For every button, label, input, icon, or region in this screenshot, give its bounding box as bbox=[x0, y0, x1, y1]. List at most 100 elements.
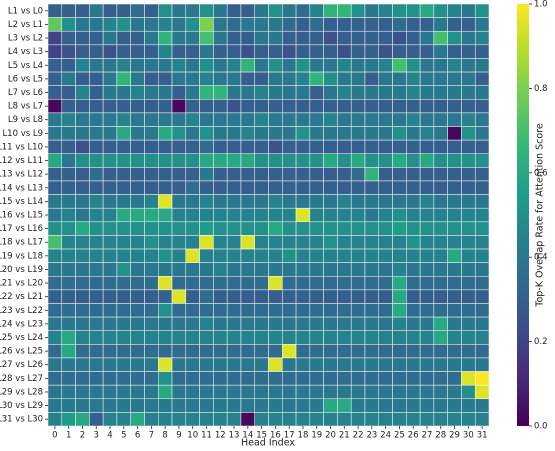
heatmap-cell bbox=[185, 207, 200, 223]
heatmap-cell bbox=[323, 30, 338, 46]
heatmap-cell bbox=[282, 99, 297, 114]
heatmap-cell bbox=[116, 44, 131, 59]
heatmap-cell bbox=[282, 371, 297, 386]
heatmap-cell bbox=[419, 85, 435, 100]
heatmap-cell bbox=[185, 316, 200, 331]
heatmap-cell bbox=[199, 44, 214, 59]
x-tick-label: 22 bbox=[353, 431, 364, 441]
x-tick-label: 20 bbox=[325, 431, 336, 441]
heatmap-cell bbox=[185, 248, 200, 263]
heatmap-cell bbox=[226, 44, 242, 59]
heatmap-cell bbox=[158, 17, 173, 32]
heatmap-cell bbox=[309, 276, 324, 291]
colorbar bbox=[517, 4, 529, 426]
heatmap-cell bbox=[268, 412, 283, 427]
heatmap-cell bbox=[447, 344, 462, 359]
heatmap-cell bbox=[171, 58, 187, 73]
heatmap-cell bbox=[144, 384, 159, 400]
heatmap-cell bbox=[419, 412, 435, 427]
y-tick-label: L4 vs L3 bbox=[8, 47, 43, 57]
heatmap-cell bbox=[309, 357, 324, 372]
heatmap-cell bbox=[185, 44, 200, 59]
heatmap-cell bbox=[433, 167, 448, 182]
heatmap-cell bbox=[130, 276, 145, 291]
y-tick-label: L16 vs L15 bbox=[0, 211, 43, 221]
heatmap-cell bbox=[130, 384, 145, 400]
heatmap-cell bbox=[199, 194, 214, 209]
heatmap-cell bbox=[447, 139, 462, 154]
heatmap-cell bbox=[337, 153, 352, 168]
heatmap-cell bbox=[350, 289, 366, 304]
heatmap-cell bbox=[171, 85, 187, 100]
heatmap-cell bbox=[295, 235, 311, 250]
heatmap-cell bbox=[350, 99, 366, 114]
heatmap-cell bbox=[406, 235, 421, 250]
heatmap-cell bbox=[47, 262, 63, 277]
heatmap-cell bbox=[89, 44, 104, 59]
heatmap-cell bbox=[130, 357, 145, 372]
heatmap-cell bbox=[474, 330, 490, 345]
heatmap-cell bbox=[309, 126, 324, 141]
heatmap-cell bbox=[433, 276, 448, 291]
heatmap-cell bbox=[254, 330, 269, 345]
heatmap-cell bbox=[282, 344, 297, 359]
heatmap-cell bbox=[171, 262, 187, 277]
heatmap-cell bbox=[337, 384, 352, 400]
colorbar-tick-label: 1.0 bbox=[534, 0, 548, 10]
heatmap-cell bbox=[364, 180, 379, 195]
heatmap-cell bbox=[364, 289, 379, 304]
heatmap-cell bbox=[61, 58, 76, 73]
heatmap-cell bbox=[47, 112, 63, 127]
heatmap-cell bbox=[295, 58, 311, 73]
heatmap-cell bbox=[61, 357, 76, 372]
heatmap-cell bbox=[213, 357, 228, 372]
heatmap-cell bbox=[282, 167, 297, 182]
heatmap-cell bbox=[102, 17, 118, 32]
heatmap-cell bbox=[171, 99, 187, 114]
heatmap-cell bbox=[254, 167, 269, 182]
heatmap-cell bbox=[419, 330, 435, 345]
heatmap-cell bbox=[213, 384, 228, 400]
heatmap-cell bbox=[461, 139, 476, 154]
heatmap-cell bbox=[254, 44, 269, 59]
heatmap-cell bbox=[130, 330, 145, 345]
heatmap-cell bbox=[61, 180, 76, 195]
heatmap-cell bbox=[282, 58, 297, 73]
heatmap-cell bbox=[282, 3, 297, 18]
heatmap-cell bbox=[116, 99, 131, 114]
heatmap-cell bbox=[226, 30, 242, 46]
heatmap-cell bbox=[474, 357, 490, 372]
heatmap-cell bbox=[323, 262, 338, 277]
heatmap-cell bbox=[158, 398, 173, 413]
heatmap-cell bbox=[364, 99, 379, 114]
y-tick-label: L8 vs L7 bbox=[8, 102, 43, 112]
heatmap-cell bbox=[461, 316, 476, 331]
heatmap-cell bbox=[309, 412, 324, 427]
heatmap-cell bbox=[392, 412, 407, 427]
y-tick-label: L7 vs L6 bbox=[8, 88, 43, 98]
heatmap-cell bbox=[226, 398, 242, 413]
heatmap-cell bbox=[282, 276, 297, 291]
heatmap-cell bbox=[89, 344, 104, 359]
heatmap-cell bbox=[392, 289, 407, 304]
y-tick-label: L5 vs L4 bbox=[8, 61, 43, 71]
heatmap-cell bbox=[61, 112, 76, 127]
heatmap-cell bbox=[75, 30, 90, 46]
heatmap-cell bbox=[144, 3, 159, 18]
x-tick-label: 7 bbox=[149, 431, 154, 441]
heatmap-cell bbox=[364, 303, 379, 318]
heatmap-cell bbox=[337, 357, 352, 372]
heatmap-cell bbox=[378, 58, 393, 73]
heatmap-cell bbox=[461, 58, 476, 73]
heatmap-cell bbox=[268, 85, 283, 100]
heatmap-cell bbox=[171, 71, 187, 86]
heatmap-cell bbox=[323, 17, 338, 32]
heatmap-cell bbox=[47, 248, 63, 263]
heatmap-cell bbox=[47, 153, 63, 168]
heatmap-cell bbox=[158, 85, 173, 100]
heatmap-cell bbox=[199, 398, 214, 413]
heatmap-cell bbox=[130, 371, 145, 386]
heatmap-cell bbox=[309, 153, 324, 168]
heatmap-cell bbox=[323, 221, 338, 236]
heatmap-cell bbox=[433, 3, 448, 18]
